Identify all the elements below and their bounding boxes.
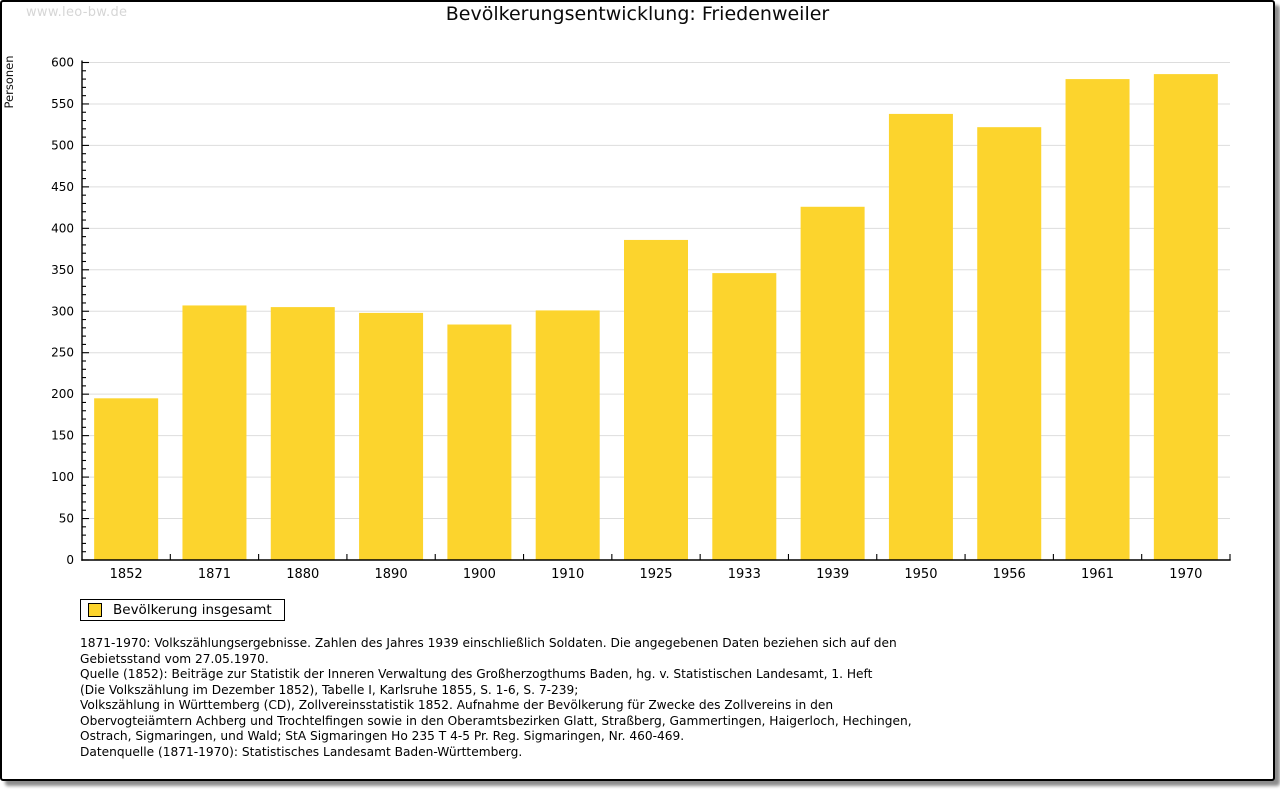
x-tick-label: 1910 [551, 567, 584, 582]
y-tick-label: 100 [51, 470, 74, 484]
population-bar-chart: 0 50 100 150 200 250 300 350 400 450 500 550 600 1852… [2, 55, 1231, 582]
bar-1950 [888, 113, 953, 561]
x-tick-label: 1925 [639, 567, 672, 582]
y-tick-label: 150 [51, 429, 74, 443]
x-tick-label: 1956 [993, 567, 1026, 582]
data-source-note: Datenquelle (1871-1970): Statistisches L… [80, 745, 523, 759]
legend-swatch-icon [88, 603, 102, 617]
x-tick-label: 1880 [286, 567, 319, 582]
y-tick-label: 50 [59, 512, 74, 526]
bar-1956 [977, 127, 1042, 561]
x-tick-label: 1890 [375, 567, 408, 582]
y-tick-label: 0 [66, 553, 74, 567]
y-tick-label: 200 [51, 387, 74, 401]
bar-1961 [1065, 79, 1130, 560]
y-axis-title: Personen [2, 55, 16, 108]
y-tick-label: 600 [51, 56, 74, 70]
legend-label: Bevölkerung insgesamt [113, 602, 272, 618]
bar-1939 [800, 206, 865, 560]
x-tick-label: 1852 [110, 567, 143, 582]
x-tick-label: 1970 [1169, 567, 1202, 582]
y-tick-label: 300 [51, 304, 74, 318]
page-title: Bevölkerungsentwicklung: Friedenweiler [445, 3, 830, 25]
bar-1890 [359, 312, 424, 560]
footnotes: 1871-1970: Volkszählungsergebnisse. Zahl… [80, 636, 912, 743]
y-tick-label: 250 [51, 346, 74, 360]
bar-1933 [712, 273, 777, 560]
watermark: www.leo-bw.de [26, 5, 128, 20]
bar-1852 [94, 398, 159, 560]
bar-1970 [1153, 74, 1218, 560]
bar-1900 [447, 324, 512, 560]
legend: Bevölkerung insgesamt [80, 599, 285, 621]
y-tick-label: 400 [51, 221, 74, 235]
x-tick-label: 1871 [198, 567, 231, 582]
bar-1910 [535, 310, 600, 560]
y-tick-label: 500 [51, 138, 74, 152]
x-tick-label: 1933 [728, 567, 761, 582]
x-tick-label: 1900 [463, 567, 496, 582]
x-tick-label: 1950 [904, 567, 937, 582]
y-tick-label: 450 [51, 180, 74, 194]
x-tick-label: 1939 [816, 567, 849, 582]
y-tick-label: 550 [51, 97, 74, 111]
bar-1880 [270, 307, 335, 560]
bar-1871 [182, 305, 247, 560]
bar-1925 [624, 239, 688, 561]
y-tick-label: 350 [51, 263, 74, 277]
x-tick-label: 1961 [1081, 567, 1114, 582]
